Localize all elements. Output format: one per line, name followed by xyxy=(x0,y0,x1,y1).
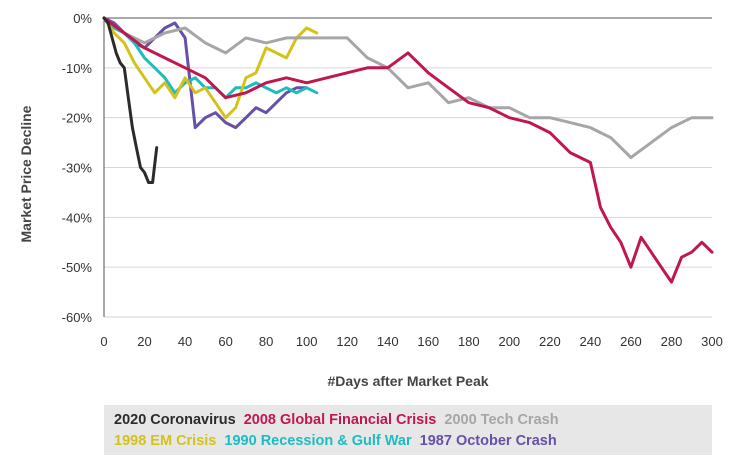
series-line-1990-recession-gulf-war xyxy=(102,16,319,100)
x-tick-label: 0 xyxy=(100,334,107,349)
series-line-1998-em-crisis xyxy=(102,16,319,120)
x-tick-label: 180 xyxy=(458,334,480,349)
gridlines xyxy=(104,17,712,318)
x-tick-label: 280 xyxy=(661,334,683,349)
x-axis-title: #Days after Market Peak xyxy=(327,373,488,389)
y-axis-title: Market Price Decline xyxy=(18,105,34,242)
series-line-1987-october-crash xyxy=(102,16,309,130)
y-tick-label: -30% xyxy=(62,161,93,176)
x-tick-label: 160 xyxy=(417,334,439,349)
series-line-2000-tech-crash xyxy=(102,16,714,159)
x-tick-label: 120 xyxy=(336,334,358,349)
y-tick-label: -10% xyxy=(62,61,93,76)
legend-row: 1998 EM Crisis 1990 Recession & Gulf War… xyxy=(114,431,702,452)
legend-item-1987-october-crash: 1987 October Crash xyxy=(419,433,557,449)
legend-item-1990-recession-gulf-war: 1990 Recession & Gulf War xyxy=(224,433,412,449)
legend-row: 2020 Coronavirus 2008 Global Financial C… xyxy=(114,410,702,431)
x-tick-label: 20 xyxy=(137,334,151,349)
x-tick-label: 40 xyxy=(178,334,192,349)
x-tick-label: 60 xyxy=(218,334,232,349)
series-lines xyxy=(102,16,714,284)
axes: 0% -10% -20% -30% -40% -50% -60% 0 20 40 60 80 100 12… xyxy=(62,11,723,349)
legend-item-2020-coronavirus: 2020 Coronavirus xyxy=(114,412,236,428)
x-tick-label: 240 xyxy=(580,334,602,349)
x-tick-label: 300 xyxy=(701,334,723,349)
y-tick-label: -40% xyxy=(62,210,93,225)
legend-item-2000-tech-crash: 2000 Tech Crash xyxy=(444,412,559,428)
y-tick-label: -20% xyxy=(62,111,93,126)
legend: 2020 Coronavirus 2008 Global Financial C… xyxy=(104,405,712,455)
y-tick-label: 0% xyxy=(73,11,92,26)
x-tick-label: 80 xyxy=(259,334,273,349)
x-tick-label: 140 xyxy=(377,334,399,349)
legend-item-2008-global-financial-crisis: 2008 Global Financial Crisis xyxy=(243,412,437,428)
y-tick-label: -60% xyxy=(62,310,93,325)
x-tick-label: 260 xyxy=(620,334,642,349)
legend-item-1998-em-crisis: 1998 EM Crisis xyxy=(114,433,217,449)
series-line-2020-coronavirus xyxy=(102,16,159,184)
x-tick-label: 220 xyxy=(539,334,561,349)
y-tick-label: -50% xyxy=(62,260,93,275)
x-tick-label: 100 xyxy=(296,334,318,349)
line-chart: 0% -10% -20% -30% -40% -50% -60% 0 20 40 60 80 100 12… xyxy=(18,11,723,389)
x-tick-label: 200 xyxy=(498,334,520,349)
series-line-2008-global-financial-crisis xyxy=(102,16,714,284)
